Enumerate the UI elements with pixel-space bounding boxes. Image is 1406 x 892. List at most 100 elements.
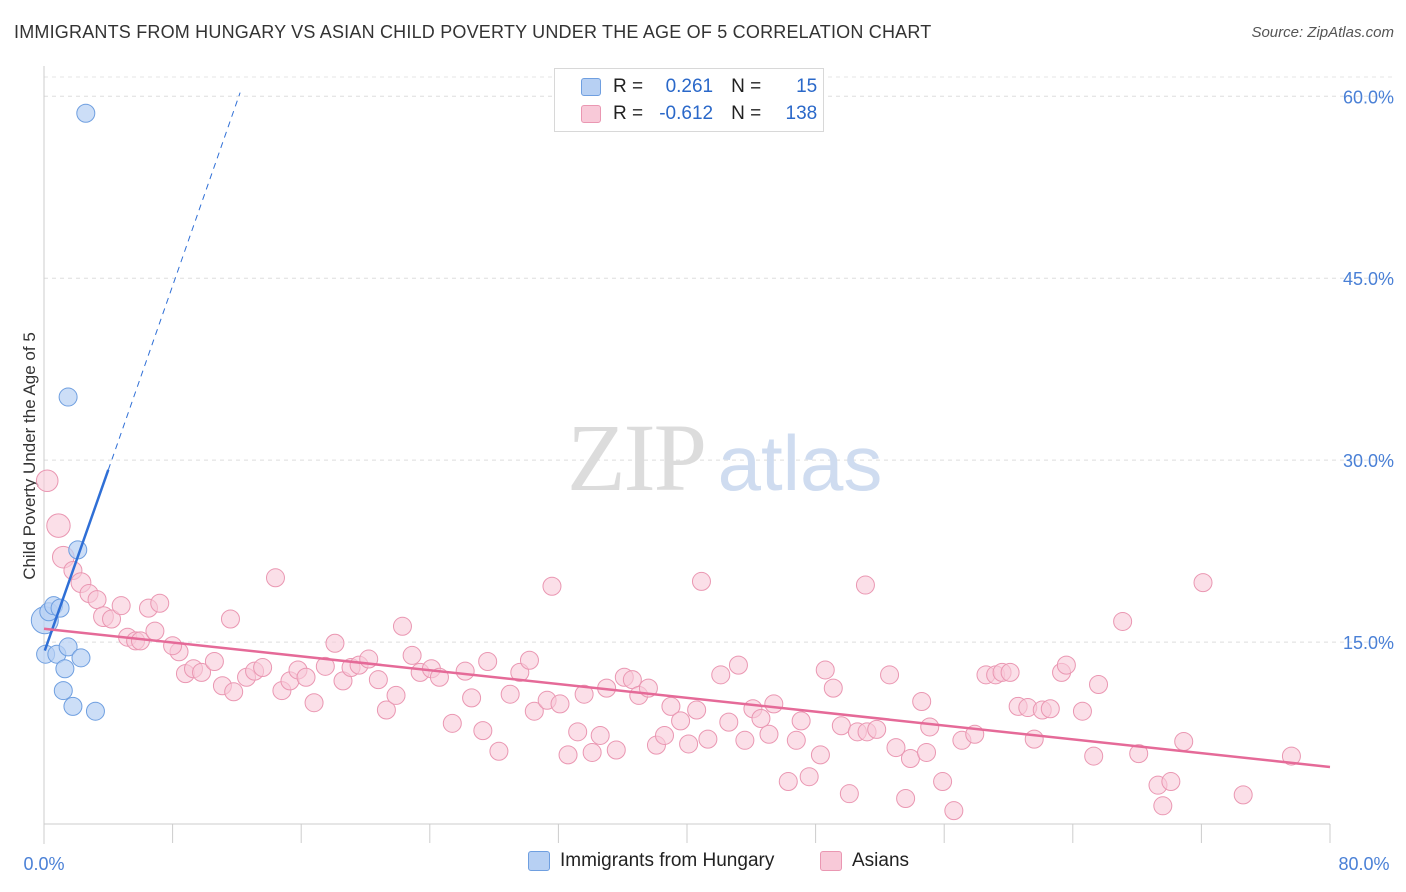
tick-labels: 15.0% 30.0% 45.0% 60.0% 0.0% 80.0% [23,87,1394,874]
asians-point [163,636,183,656]
asians-point [376,700,396,720]
asians-point [917,742,937,762]
hungary-point [85,701,105,721]
asians-point [728,655,748,675]
asians-point [582,742,602,762]
asians-point [204,651,224,671]
asians-point [304,693,324,713]
y-tick-label: 45.0% [1343,269,1394,289]
watermark-atlas: atlas [718,419,883,507]
asians-point [933,772,953,792]
asians-point [1129,744,1149,764]
asians-point [1056,655,1076,675]
asians-point [500,684,520,704]
hungary-points [30,103,105,721]
hungary-point [58,637,78,657]
asians-point [1193,573,1213,593]
asians-point [886,738,906,758]
legend-swatch-blue [581,78,601,96]
asians-point [1233,785,1253,805]
asians-point [145,621,165,641]
asians-point [111,596,131,616]
bottom-legend-swatch-pink [820,851,842,871]
asians-point [1089,675,1109,695]
bottom-legend-label-hungary: Immigrants from Hungary [560,850,775,871]
asians-point [1113,611,1133,631]
asians-point [810,745,830,765]
asians-point [478,651,498,671]
asians-point [920,717,940,737]
asians-point [368,670,388,690]
asians-point [150,593,170,613]
legend-n-label: N = [731,76,762,97]
legend-row-hungary: R = 0.261 N = 15 [555,74,817,100]
bottom-legend-swatch-blue [528,851,550,871]
asians-point [265,568,285,588]
asians-point [786,730,806,750]
asians-point [799,767,819,787]
asians-point [778,772,798,792]
asians-point [719,712,739,732]
asians-point [1174,732,1194,752]
asians-point [489,741,509,761]
x-tick-label-min: 0.0% [23,854,64,874]
watermark-zip: ZIP [567,404,705,511]
asians-point [606,740,626,760]
asians-point [880,665,900,685]
asians-point [402,645,422,665]
asians-point [698,729,718,749]
asians-point [87,590,107,610]
asians-point [671,711,691,731]
asians-point [944,801,964,821]
asians-point [386,685,406,705]
hungary-trend-extension [107,92,241,470]
asians-point [542,576,562,596]
source-credit: Source: ZipAtlas.com [1251,24,1394,41]
asians-point [1161,772,1181,792]
asians-point [1024,729,1044,749]
asians-point [455,661,475,681]
asians-point [1153,796,1173,816]
y-tick-label: 60.0% [1343,87,1394,107]
legend-r-value: 0.261 [665,76,714,97]
asians-point [224,682,244,702]
hungary-point [63,696,83,716]
legend-r-value: -0.612 [659,103,714,124]
legend-r-label: R = [613,103,644,124]
legend-r-label: R = [613,76,644,97]
asians-point [711,665,731,685]
asians-point [325,633,345,653]
trend-lines [43,92,1331,769]
asians-point [900,749,920,769]
legend-n-value: 138 [785,103,818,124]
asians-point [462,688,482,708]
bottom-legend-hungary: Immigrants from Hungary [528,850,774,872]
asians-point [759,724,779,744]
asians-points [35,469,1301,821]
x-tick-label-max: 80.0% [1338,854,1389,874]
asians-point [220,609,240,629]
asians-point [392,616,412,636]
legend-n-value: 15 [796,76,818,97]
asians-point [253,658,273,678]
asians-point [867,719,887,739]
asians-point [679,734,699,754]
asians-point [296,667,316,687]
hungary-point [53,681,73,701]
chart-title: IMMIGRANTS FROM HUNGARY VS ASIAN CHILD P… [14,22,932,42]
asians-point [192,662,212,682]
legend-n-label: N = [731,103,762,124]
asians-point [823,678,843,698]
asians-point [735,730,755,750]
gridlines [44,76,1394,643]
correlation-legend: R = 0.261 N = 15 R = -0.612 N = 138 [554,68,824,132]
hungary-point [58,387,78,407]
asians-point [574,684,594,704]
asians-point [568,722,588,742]
legend-row-asians: R = -0.612 N = 138 [555,101,817,127]
asians-point [1281,746,1301,766]
asians-point [550,694,570,714]
hungary-point [76,103,96,123]
asians-point [315,656,335,676]
axes [43,66,1331,844]
